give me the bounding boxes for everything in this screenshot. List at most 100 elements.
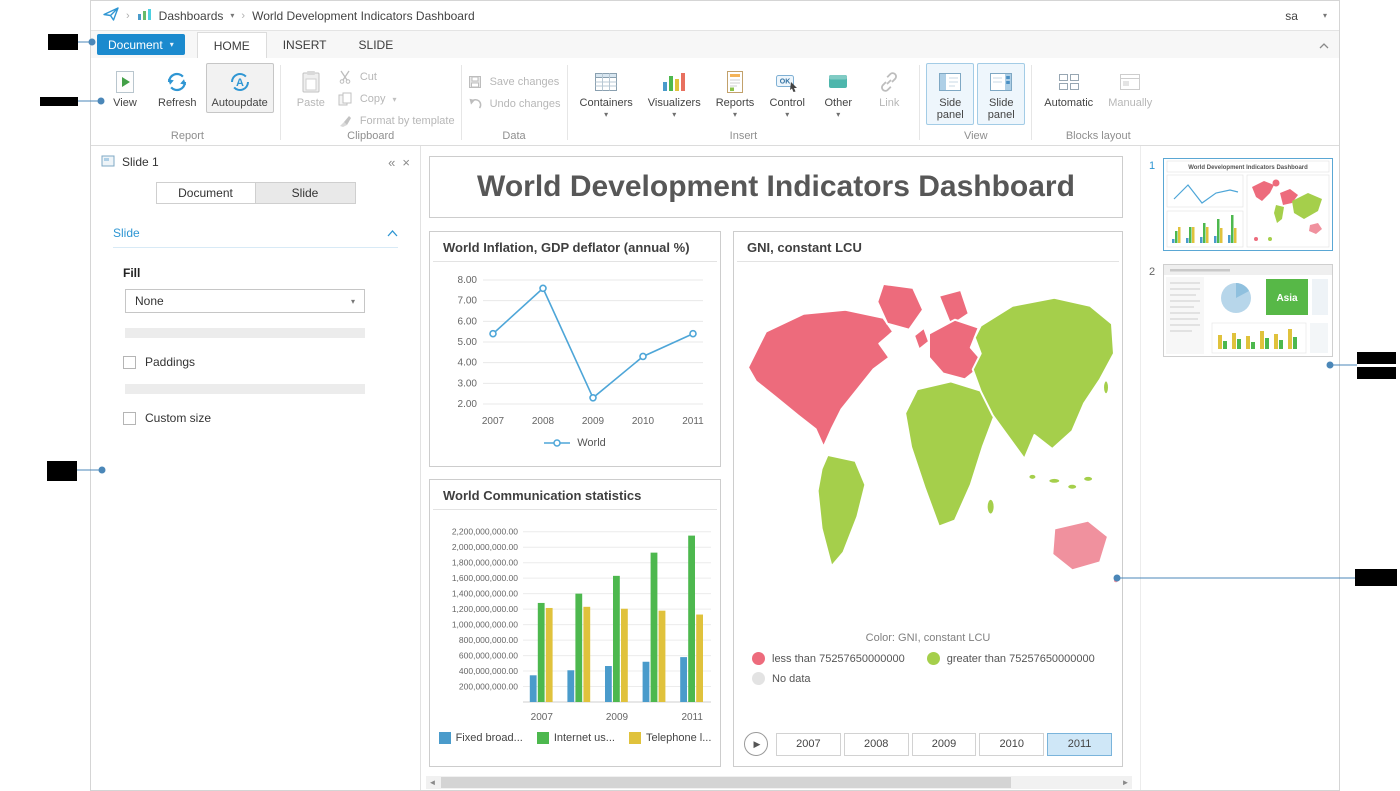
annotation-box — [40, 97, 78, 106]
app-logo-icon[interactable] — [103, 7, 119, 24]
tab-slide[interactable]: SLIDE — [343, 32, 410, 58]
scrollbar-thumb[interactable] — [441, 777, 1011, 788]
sidebar-tabs: Document Slide — [91, 182, 420, 204]
document-menu-button[interactable]: Document ▾ — [97, 34, 185, 55]
slide-icon — [101, 155, 115, 170]
ribbon-collapse-button[interactable] — [1319, 38, 1329, 52]
screenshot-root: › Dashboards ▾ › World Development Indic… — [0, 0, 1400, 791]
breadcrumb-separator-icon: › — [241, 10, 245, 22]
copy-button[interactable]: Copy ▾ — [338, 92, 455, 106]
user-label[interactable]: sa — [1285, 9, 1298, 23]
tab-home[interactable]: HOME — [197, 32, 267, 58]
breadcrumb-dashboards[interactable]: Dashboards — [159, 9, 224, 23]
collapse-panel-icon[interactable]: « — [388, 155, 395, 170]
other-button[interactable]: Other ▾ — [814, 63, 862, 122]
dashboard-title-block[interactable]: World Development Indicators Dashboard — [429, 156, 1123, 218]
close-panel-icon[interactable]: × — [402, 155, 410, 170]
paddings-checkbox[interactable] — [123, 356, 136, 369]
refresh-button[interactable]: Refresh — [152, 63, 203, 113]
custom-size-row: Custom size — [123, 411, 420, 425]
line-chart-panel[interactable]: World Inflation, GDP deflator (annual %)… — [429, 231, 721, 467]
cut-icon — [338, 70, 353, 84]
undo-icon — [468, 97, 483, 111]
legend-dot-red — [752, 652, 765, 665]
tab-slide-properties[interactable]: Slide — [256, 182, 356, 204]
fill-select[interactable]: None ▾ — [125, 289, 365, 313]
autoupdate-icon: A — [228, 69, 252, 95]
paste-button[interactable]: Paste — [287, 63, 335, 113]
other-icon — [825, 69, 851, 95]
group-label-blocks-layout: Blocks layout — [1032, 130, 1164, 142]
svg-text:6.00: 6.00 — [458, 316, 478, 327]
slide-panel-button[interactable]: Slide panel — [977, 63, 1025, 125]
year-button-2008[interactable]: 2008 — [844, 733, 909, 756]
view-button[interactable]: View — [101, 63, 149, 113]
map-legend: less than 75257650000000 greater than 75… — [752, 652, 1122, 685]
link-button[interactable]: Link — [865, 63, 913, 113]
bar-chart-panel[interactable]: World Communication statistics 200,000,0… — [429, 479, 721, 767]
dashboards-caret-icon[interactable]: ▾ — [230, 11, 234, 20]
ribbon-group-view: Side panel Slide panel View — [920, 60, 1031, 145]
automatic-layout-icon — [1056, 69, 1082, 95]
svg-text:8.00: 8.00 — [458, 275, 478, 286]
reports-caret-icon: ▾ — [733, 111, 737, 118]
slide-number-1: 1 — [1149, 160, 1155, 172]
map-panel[interactable]: GNI, constant LCU — [733, 231, 1123, 767]
slide-1-preview: World Development Indicators Dashboard — [1164, 159, 1332, 250]
undo-changes-button[interactable]: Undo changes — [468, 97, 561, 111]
year-button-2011[interactable]: 2011 — [1047, 733, 1112, 756]
scroll-right-icon[interactable]: ► — [1119, 776, 1132, 789]
year-button-2007[interactable]: 2007 — [776, 733, 841, 756]
app-window: › Dashboards ▾ › World Development Indic… — [90, 0, 1340, 791]
other-caret-icon: ▾ — [836, 111, 840, 118]
save-icon — [468, 75, 483, 89]
svg-text:5.00: 5.00 — [458, 337, 478, 348]
tab-document-properties[interactable]: Document — [156, 182, 256, 204]
year-button-2009[interactable]: 2009 — [912, 733, 977, 756]
side-panel-button[interactable]: Side panel — [926, 63, 974, 125]
manually-button[interactable]: Manually — [1102, 63, 1158, 113]
custom-size-checkbox[interactable] — [123, 412, 136, 425]
control-caret-icon: ▾ — [785, 111, 789, 118]
fill-label: Fill — [123, 266, 420, 280]
play-button[interactable]: ▶ — [744, 732, 768, 756]
slide-number-2: 2 — [1149, 266, 1155, 278]
svg-text:2009: 2009 — [606, 712, 629, 723]
user-menu-caret-icon[interactable]: ▾ — [1323, 11, 1327, 20]
year-button-2010[interactable]: 2010 — [979, 733, 1044, 756]
sidebar-header: Slide 1 « × — [91, 146, 420, 178]
control-button[interactable]: OK Control ▾ — [763, 63, 811, 122]
visualizers-caret-icon: ▾ — [672, 111, 676, 118]
autoupdate-button[interactable]: A Autoupdate — [206, 63, 274, 113]
scroll-left-icon[interactable]: ◄ — [426, 776, 439, 789]
svg-text:7.00: 7.00 — [458, 296, 478, 307]
svg-text:2007: 2007 — [531, 712, 554, 723]
region-island — [1067, 484, 1077, 490]
dashboard-canvas[interactable]: World Development Indicators Dashboard W… — [421, 146, 1141, 790]
bar-chart-legend: Fixed broad... Internet us... Telephone … — [430, 732, 720, 744]
svg-text:2008: 2008 — [532, 416, 555, 427]
tab-insert[interactable]: INSERT — [267, 32, 343, 58]
svg-text:World Development Indicators D: World Development Indicators Dashboard — [1188, 165, 1308, 171]
section-header-slide[interactable]: Slide — [113, 226, 398, 248]
containers-caret-icon: ▾ — [604, 111, 608, 118]
horizontal-scrollbar[interactable]: ◄ ► — [426, 776, 1132, 789]
region-asia — [973, 298, 1114, 459]
containers-button[interactable]: Containers ▾ — [574, 63, 639, 122]
automatic-button[interactable]: Automatic — [1038, 63, 1099, 113]
svg-text:1,400,000,000.00: 1,400,000,000.00 — [452, 589, 518, 599]
annotation-box — [1357, 352, 1396, 364]
svg-text:200,000,000.00: 200,000,000.00 — [459, 682, 518, 692]
slide-panel-icon — [988, 69, 1014, 95]
visualizers-button[interactable]: Visualizers ▾ — [642, 63, 707, 122]
disabled-input-bar — [125, 328, 365, 338]
world-map[interactable] — [734, 268, 1122, 628]
format-by-template-button[interactable]: Format by template — [338, 114, 455, 128]
cut-button[interactable]: Cut — [338, 70, 455, 84]
document-caret-icon: ▾ — [170, 40, 174, 49]
reports-button[interactable]: Reports ▾ — [710, 63, 761, 122]
svg-text:2,000,000,000.00: 2,000,000,000.00 — [452, 542, 518, 552]
slide-thumbnail-1[interactable]: World Development Indicators Dashboard — [1163, 158, 1333, 251]
save-changes-button[interactable]: Save changes — [468, 75, 561, 89]
slide-thumbnail-2[interactable]: Asia — [1163, 264, 1333, 357]
